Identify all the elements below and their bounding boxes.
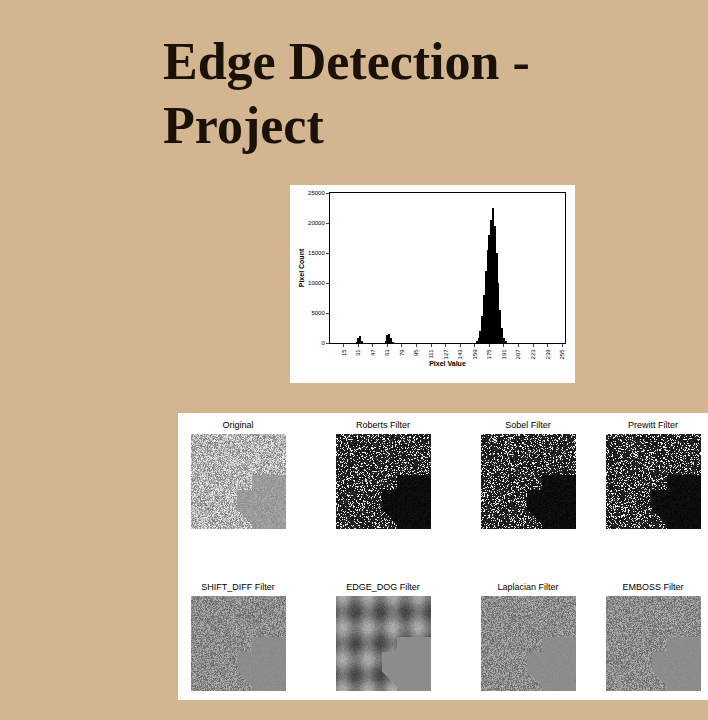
html-text:Laplacian Filter: Laplacian Filter xyxy=(497,582,559,592)
svg-text:20000: 20000 xyxy=(308,220,325,226)
svg-text:10000: 10000 xyxy=(308,280,325,286)
svg-text:127: 127 xyxy=(443,349,449,360)
svg-text:63: 63 xyxy=(384,349,390,356)
html-text:Original: Original xyxy=(222,420,254,430)
svg-text:239: 239 xyxy=(545,349,551,360)
svg-text:15000: 15000 xyxy=(308,250,325,256)
html-text:SHIFT_DIFF Filter: SHIFT_DIFF Filter xyxy=(201,582,275,592)
svg-text:Pixel Count: Pixel Count xyxy=(298,248,305,287)
svg-text:175: 175 xyxy=(486,349,492,360)
svg-text:79: 79 xyxy=(399,349,405,356)
svg-text:255: 255 xyxy=(559,349,565,360)
html-text:Sobel Filter: Sobel Filter xyxy=(505,420,551,430)
svg-text:31: 31 xyxy=(355,349,361,356)
svg-text:47: 47 xyxy=(370,349,376,356)
html-text:Roberts Filter: Roberts Filter xyxy=(356,420,410,430)
svg-text:0: 0 xyxy=(321,340,325,346)
svg-text:15: 15 xyxy=(341,349,347,356)
html-text:Edge Detection - Project: Edge Detection - Project xyxy=(163,33,530,154)
html-text:Prewitt Filter: Prewitt Filter xyxy=(628,420,678,430)
html-text:EDGE_DOG Filter: EDGE_DOG Filter xyxy=(346,582,420,592)
svg-text:Pixel Value: Pixel Value xyxy=(429,360,466,367)
svg-text:95: 95 xyxy=(413,349,419,356)
svg-text:143: 143 xyxy=(457,349,463,360)
svg-text:5000: 5000 xyxy=(311,310,325,316)
html-text:EMBOSS Filter: EMBOSS Filter xyxy=(622,582,684,592)
svg-text:25000: 25000 xyxy=(308,190,325,196)
svg-text:207: 207 xyxy=(516,349,522,360)
svg-text:159: 159 xyxy=(472,349,478,360)
svg-text:223: 223 xyxy=(530,349,536,360)
svg-text:111: 111 xyxy=(428,349,434,359)
svg-text:191: 191 xyxy=(501,349,507,360)
